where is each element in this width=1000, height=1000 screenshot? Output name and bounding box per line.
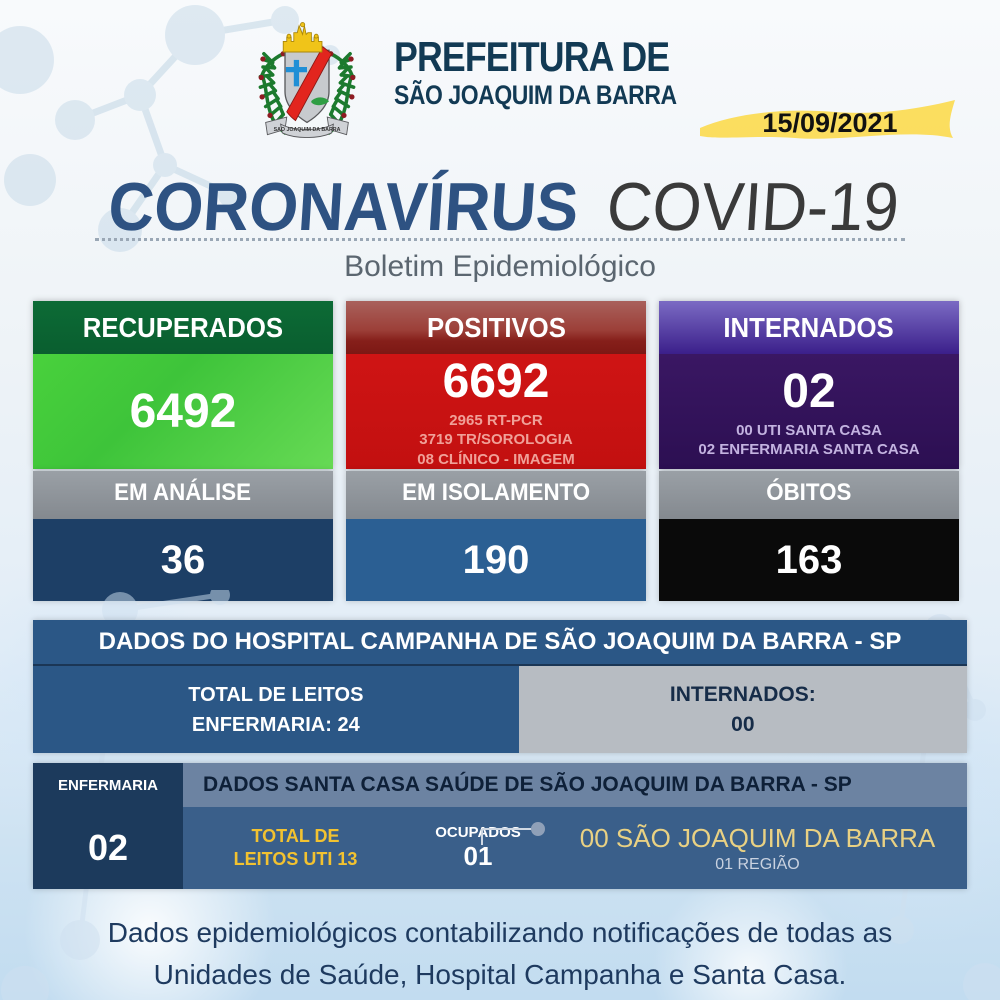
- svg-text:SAO JOAQUIM DA BARRA: SAO JOAQUIM DA BARRA: [274, 127, 341, 133]
